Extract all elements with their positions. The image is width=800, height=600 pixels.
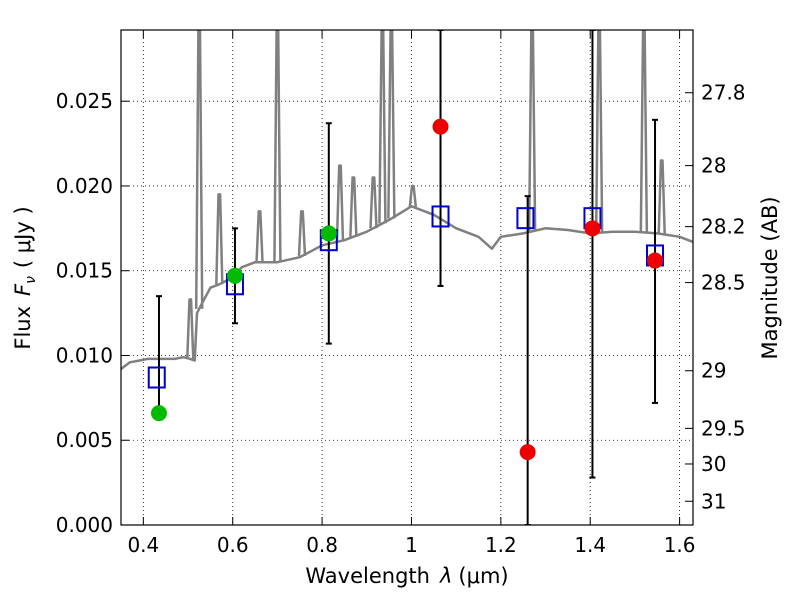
model-spectrum (121, 30, 693, 370)
y-axis-title-prefix: Flux (11, 306, 35, 350)
emission-line (657, 159, 666, 235)
x-tick-label: 0.4 (127, 533, 159, 557)
axis-ticks (121, 30, 693, 526)
upper-limit-point (519, 444, 536, 461)
mag-tick-label: 31 (701, 489, 726, 513)
emission-line (639, 30, 649, 233)
data-markers (147, 118, 665, 461)
mag-tick-label: 28.2 (701, 215, 746, 239)
x-axis-title-symbol: λ (439, 564, 452, 588)
y-tick-label: 0.005 (56, 428, 113, 452)
y-axis-title: Flux Fν ( μJy ) (11, 206, 39, 349)
x-axis-title-unit: (μm) (458, 564, 508, 588)
plot-frame (120, 29, 694, 526)
x-tick-label: 0.6 (217, 533, 249, 557)
y-tick-label: 0.015 (56, 259, 113, 283)
emission-line (255, 210, 264, 263)
detection-point (150, 405, 167, 422)
upper-limit-point (584, 220, 601, 237)
y-axis-title-subscript: ν (23, 276, 39, 284)
x-axis-title: Wavelength λ (μm) (305, 564, 508, 588)
mag-tick-label: 30 (701, 452, 726, 476)
emission-line (594, 30, 604, 233)
model-photometry-point (516, 207, 535, 230)
emission-line (408, 184, 418, 207)
x-tick-label: 1 (405, 533, 418, 557)
spectrum-continuum (121, 205, 693, 370)
emission-line (186, 298, 195, 359)
emission-line (369, 176, 378, 229)
y-tick-label: 0.010 (56, 343, 113, 367)
emission-line (387, 30, 396, 219)
detection-point (226, 267, 243, 284)
mag-tick-label: 29 (701, 359, 726, 383)
emission-line (215, 193, 224, 285)
mag-tick-label: 29.5 (701, 416, 746, 440)
upper-limit-point (647, 252, 664, 269)
emission-line (349, 176, 358, 237)
model-photometry-point (431, 205, 450, 228)
x-tick-label: 1.2 (485, 533, 517, 557)
emission-line (378, 30, 387, 224)
y-tick-label: 0.025 (56, 89, 113, 113)
emission-line (335, 164, 345, 242)
y-axis-title-unit: ( μJy ) (11, 206, 35, 268)
x-tick-label: 1.4 (574, 533, 606, 557)
y2-axis-title: Magnitude (AB) (758, 196, 782, 359)
emission-line (527, 30, 537, 232)
model-photometry-point (147, 366, 166, 389)
x-tick-label: 0.8 (306, 533, 338, 557)
y-tick-label: 0.020 (56, 174, 113, 198)
grid-lines (121, 30, 693, 526)
upper-limit-point (432, 118, 449, 135)
emission-line (297, 210, 307, 257)
emission-line (273, 30, 282, 263)
x-tick-label: 1.6 (664, 533, 696, 557)
y-tick-label: 0.000 (56, 513, 113, 537)
mag-tick-label: 28 (701, 154, 726, 178)
emission-line (194, 30, 204, 309)
mag-tick-label: 28.5 (701, 271, 746, 295)
y-axis-title-symbol: F (11, 283, 35, 296)
x-axis-title-prefix: Wavelength (305, 564, 430, 588)
error-bars (155, 30, 659, 525)
tick-labels: 0.4 0.6 0.8 1 1.2 1.4 1.6 0.000 0.005 0.010 0.015 0… (56, 81, 746, 557)
mag-tick-label: 27.8 (701, 81, 746, 105)
detection-point (320, 225, 337, 242)
